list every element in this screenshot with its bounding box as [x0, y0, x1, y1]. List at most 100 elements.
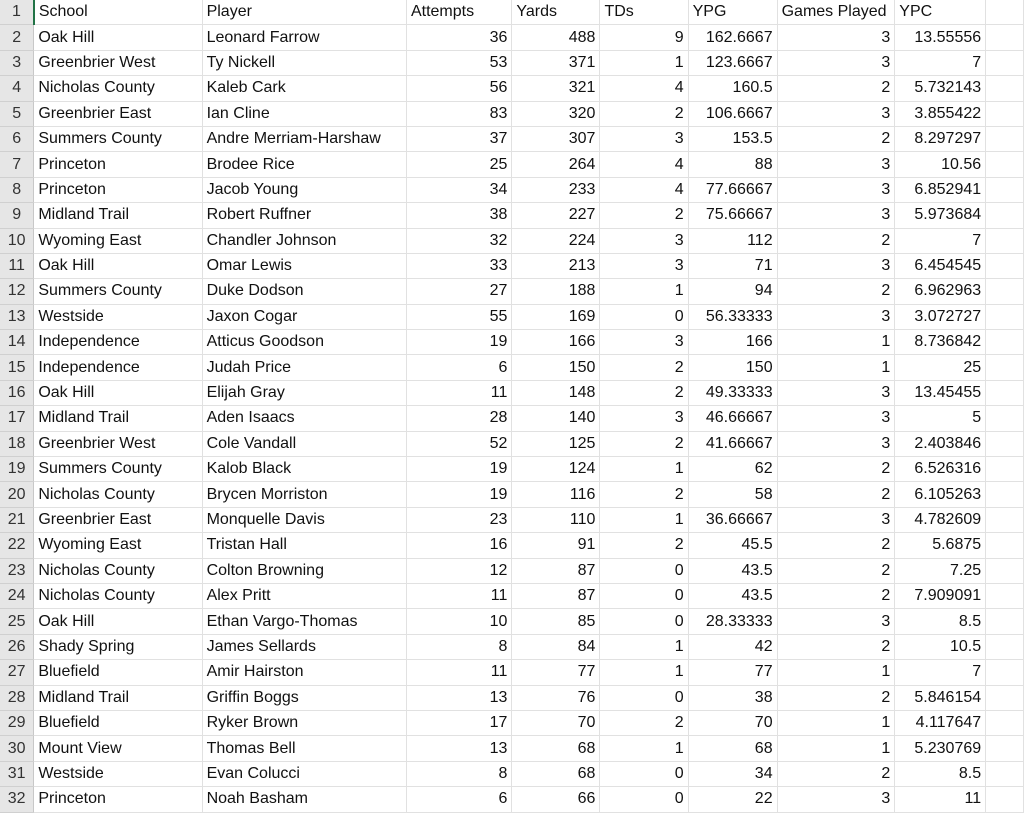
- cell-ypc[interactable]: 7: [894, 50, 987, 77]
- cell-player[interactable]: Brodee Rice: [202, 151, 407, 178]
- cell-tds[interactable]: 1: [599, 735, 689, 762]
- cell-tds[interactable]: 0: [599, 761, 689, 788]
- cell-school[interactable]: Wyoming East: [33, 532, 203, 559]
- cell-games-played[interactable]: 1: [777, 659, 896, 686]
- cell-player[interactable]: Robert Ruffner: [202, 202, 407, 229]
- cell-attempts[interactable]: 33: [406, 253, 513, 280]
- cell-ypc[interactable]: 4.782609: [894, 507, 987, 534]
- cell-attempts[interactable]: 8: [406, 761, 513, 788]
- cell-ypg[interactable]: 70: [688, 710, 778, 737]
- cell-attempts[interactable]: 34: [406, 177, 513, 204]
- empty-cell[interactable]: [985, 583, 1024, 610]
- cell-ypc[interactable]: 8.736842: [894, 329, 987, 356]
- cell-yards[interactable]: 169: [511, 304, 601, 331]
- cell-ypc[interactable]: 11: [894, 786, 987, 813]
- empty-cell[interactable]: [985, 253, 1024, 280]
- column-header-ypg[interactable]: YPG: [688, 0, 778, 26]
- cell-player[interactable]: Jaxon Cogar: [202, 304, 407, 331]
- cell-ypc[interactable]: 7.25: [894, 558, 987, 584]
- cell-attempts[interactable]: 13: [406, 685, 513, 711]
- cell-ypc[interactable]: 3.855422: [894, 101, 987, 127]
- cell-ypc[interactable]: 25: [894, 354, 987, 381]
- cell-yards[interactable]: 91: [511, 532, 601, 559]
- cell-player[interactable]: Ty Nickell: [202, 50, 407, 77]
- row-number[interactable]: 17: [0, 405, 35, 432]
- cell-player[interactable]: Monquelle Davis: [202, 507, 407, 534]
- cell-attempts[interactable]: 19: [406, 456, 513, 483]
- cell-school[interactable]: Princeton: [33, 177, 203, 204]
- cell-ypg[interactable]: 150: [688, 354, 778, 381]
- cell-games-played[interactable]: 3: [777, 431, 896, 458]
- cell-attempts[interactable]: 6: [406, 786, 513, 813]
- cell-school[interactable]: Bluefield: [33, 659, 203, 686]
- cell-yards[interactable]: 150: [511, 354, 601, 381]
- row-number[interactable]: 12: [0, 278, 35, 305]
- row-number[interactable]: 31: [0, 761, 35, 788]
- cell-tds[interactable]: 4: [599, 151, 689, 178]
- cell-tds[interactable]: 0: [599, 608, 689, 635]
- cell-tds[interactable]: 2: [599, 532, 689, 559]
- row-number[interactable]: 10: [0, 228, 35, 254]
- cell-ypc[interactable]: 3.072727: [894, 304, 987, 331]
- cell-ypc[interactable]: 13.55556: [894, 24, 987, 51]
- cell-ypg[interactable]: 56.33333: [688, 304, 778, 331]
- cell-school[interactable]: Oak Hill: [33, 253, 203, 280]
- cell-ypg[interactable]: 162.6667: [688, 24, 778, 51]
- cell-school[interactable]: Greenbrier West: [33, 431, 203, 458]
- cell-school[interactable]: Midland Trail: [33, 202, 203, 229]
- cell-attempts[interactable]: 23: [406, 507, 513, 534]
- cell-yards[interactable]: 68: [511, 761, 601, 788]
- cell-yards[interactable]: 148: [511, 380, 601, 407]
- cell-games-played[interactable]: 2: [777, 75, 896, 102]
- row-number[interactable]: 26: [0, 634, 35, 661]
- cell-tds[interactable]: 2: [599, 380, 689, 407]
- cell-attempts[interactable]: 11: [406, 659, 513, 686]
- cell-tds[interactable]: 3: [599, 329, 689, 356]
- cell-yards[interactable]: 77: [511, 659, 601, 686]
- cell-attempts[interactable]: 28: [406, 405, 513, 432]
- cell-tds[interactable]: 3: [599, 405, 689, 432]
- cell-ypg[interactable]: 43.5: [688, 558, 778, 584]
- cell-games-played[interactable]: 1: [777, 354, 896, 381]
- cell-yards[interactable]: 76: [511, 685, 601, 711]
- cell-ypg[interactable]: 123.6667: [688, 50, 778, 77]
- cell-yards[interactable]: 66: [511, 786, 601, 813]
- cell-games-played[interactable]: 3: [777, 177, 896, 204]
- cell-player[interactable]: Kalob Black: [202, 456, 407, 483]
- cell-ypc[interactable]: 5.973684: [894, 202, 987, 229]
- cell-ypc[interactable]: 5.732143: [894, 75, 987, 102]
- cell-ypc[interactable]: 5.846154: [894, 685, 987, 711]
- cell-yards[interactable]: 227: [511, 202, 601, 229]
- cell-yards[interactable]: 233: [511, 177, 601, 204]
- cell-school[interactable]: Summers County: [33, 278, 203, 305]
- cell-ypc[interactable]: 6.454545: [894, 253, 987, 280]
- cell-player[interactable]: Cole Vandall: [202, 431, 407, 458]
- cell-tds[interactable]: 1: [599, 507, 689, 534]
- cell-player[interactable]: Duke Dodson: [202, 278, 407, 305]
- row-number[interactable]: 27: [0, 659, 35, 686]
- row-number[interactable]: 13: [0, 304, 35, 331]
- row-number[interactable]: 9: [0, 202, 35, 229]
- row-number[interactable]: 2: [0, 24, 35, 51]
- cell-ypg[interactable]: 58: [688, 481, 778, 508]
- cell-school[interactable]: Oak Hill: [33, 24, 203, 51]
- cell-ypg[interactable]: 160.5: [688, 75, 778, 102]
- row-number[interactable]: 7: [0, 151, 35, 178]
- cell-attempts[interactable]: 55: [406, 304, 513, 331]
- cell-yards[interactable]: 488: [511, 24, 601, 51]
- column-header-games-played[interactable]: Games Played: [777, 0, 896, 26]
- cell-ypc[interactable]: 6.105263: [894, 481, 987, 508]
- cell-yards[interactable]: 110: [511, 507, 601, 534]
- row-number[interactable]: 20: [0, 481, 35, 508]
- cell-ypg[interactable]: 71: [688, 253, 778, 280]
- cell-ypc[interactable]: 8.297297: [894, 126, 987, 153]
- cell-games-played[interactable]: 3: [777, 202, 896, 229]
- row-number[interactable]: 30: [0, 735, 35, 762]
- cell-ypg[interactable]: 68: [688, 735, 778, 762]
- cell-ypc[interactable]: 13.45455: [894, 380, 987, 407]
- cell-attempts[interactable]: 12: [406, 558, 513, 584]
- cell-yards[interactable]: 321: [511, 75, 601, 102]
- cell-player[interactable]: Chandler Johnson: [202, 228, 407, 254]
- cell-tds[interactable]: 3: [599, 228, 689, 254]
- row-number[interactable]: 19: [0, 456, 35, 483]
